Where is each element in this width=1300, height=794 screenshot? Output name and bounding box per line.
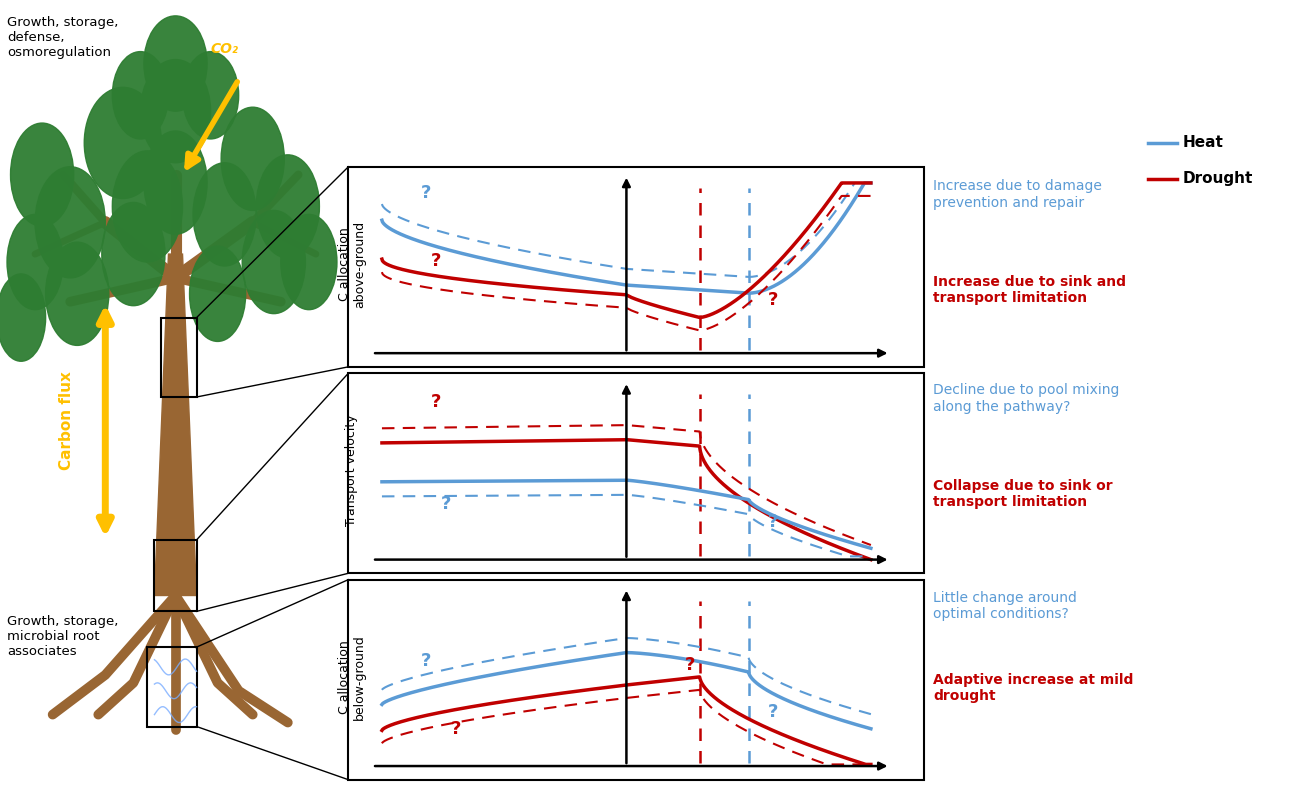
Text: ?: ? — [430, 393, 441, 411]
Text: Adaptive increase at mild
drought: Adaptive increase at mild drought — [933, 673, 1134, 703]
Ellipse shape — [101, 202, 165, 306]
Y-axis label: Transport velocity: Transport velocity — [346, 414, 359, 526]
Text: Carbon flux: Carbon flux — [60, 372, 74, 470]
Text: Drought: Drought — [1183, 172, 1253, 186]
Ellipse shape — [35, 167, 105, 278]
Text: Lower
stress: Lower stress — [363, 596, 400, 623]
Ellipse shape — [221, 107, 285, 210]
Ellipse shape — [112, 151, 182, 262]
Bar — [155, 540, 196, 611]
Ellipse shape — [182, 52, 239, 139]
Ellipse shape — [190, 246, 246, 341]
Polygon shape — [155, 254, 196, 596]
Text: Lower
stress: Lower stress — [363, 389, 400, 417]
Text: Higher
stress: Higher stress — [850, 596, 892, 623]
Ellipse shape — [112, 52, 169, 139]
Y-axis label: C allocation
above-ground: C allocation above-ground — [338, 221, 365, 307]
Text: Growth, storage,
defense,
osmoregulation: Growth, storage, defense, osmoregulation — [6, 16, 118, 59]
Text: Growth, storage,
microbial root
associates: Growth, storage, microbial root associat… — [6, 615, 118, 658]
Text: Increase due to sink and
transport limitation: Increase due to sink and transport limit… — [933, 275, 1126, 305]
Text: ?: ? — [430, 252, 441, 270]
Ellipse shape — [192, 163, 256, 266]
Ellipse shape — [144, 131, 207, 234]
Text: ?: ? — [421, 183, 432, 202]
Text: ?: ? — [685, 657, 696, 674]
Ellipse shape — [0, 274, 46, 361]
Bar — [161, 318, 196, 397]
Text: CO₂: CO₂ — [211, 41, 239, 56]
Ellipse shape — [281, 214, 337, 310]
Ellipse shape — [46, 242, 109, 345]
Text: Higher
stress: Higher stress — [850, 389, 892, 417]
Text: Little change around
optimal conditions?: Little change around optimal conditions? — [933, 591, 1078, 621]
Ellipse shape — [10, 123, 74, 226]
Text: ?: ? — [768, 291, 779, 309]
Text: ?: ? — [450, 719, 460, 738]
Text: Optimal
conditions: Optimal conditions — [594, 389, 659, 417]
Text: Collapse due to sink or
transport limitation: Collapse due to sink or transport limita… — [933, 479, 1113, 509]
Ellipse shape — [242, 210, 306, 314]
Text: ?: ? — [768, 513, 779, 531]
Ellipse shape — [6, 214, 64, 310]
Text: ?: ? — [421, 652, 432, 669]
Y-axis label: C allocation
below-ground: C allocation below-ground — [338, 634, 365, 719]
Text: ?: ? — [441, 495, 451, 514]
Text: ?: ? — [768, 703, 779, 722]
Ellipse shape — [140, 60, 211, 163]
Text: Increase due to damage
prevention and repair: Increase due to damage prevention and re… — [933, 179, 1102, 210]
Ellipse shape — [256, 155, 320, 258]
Ellipse shape — [144, 16, 207, 111]
Text: Optimal
conditions: Optimal conditions — [594, 596, 659, 623]
Ellipse shape — [84, 87, 161, 198]
Bar — [147, 647, 196, 727]
Text: Heat: Heat — [1183, 136, 1223, 150]
Text: Decline due to pool mixing
along the pathway?: Decline due to pool mixing along the pat… — [933, 384, 1119, 414]
